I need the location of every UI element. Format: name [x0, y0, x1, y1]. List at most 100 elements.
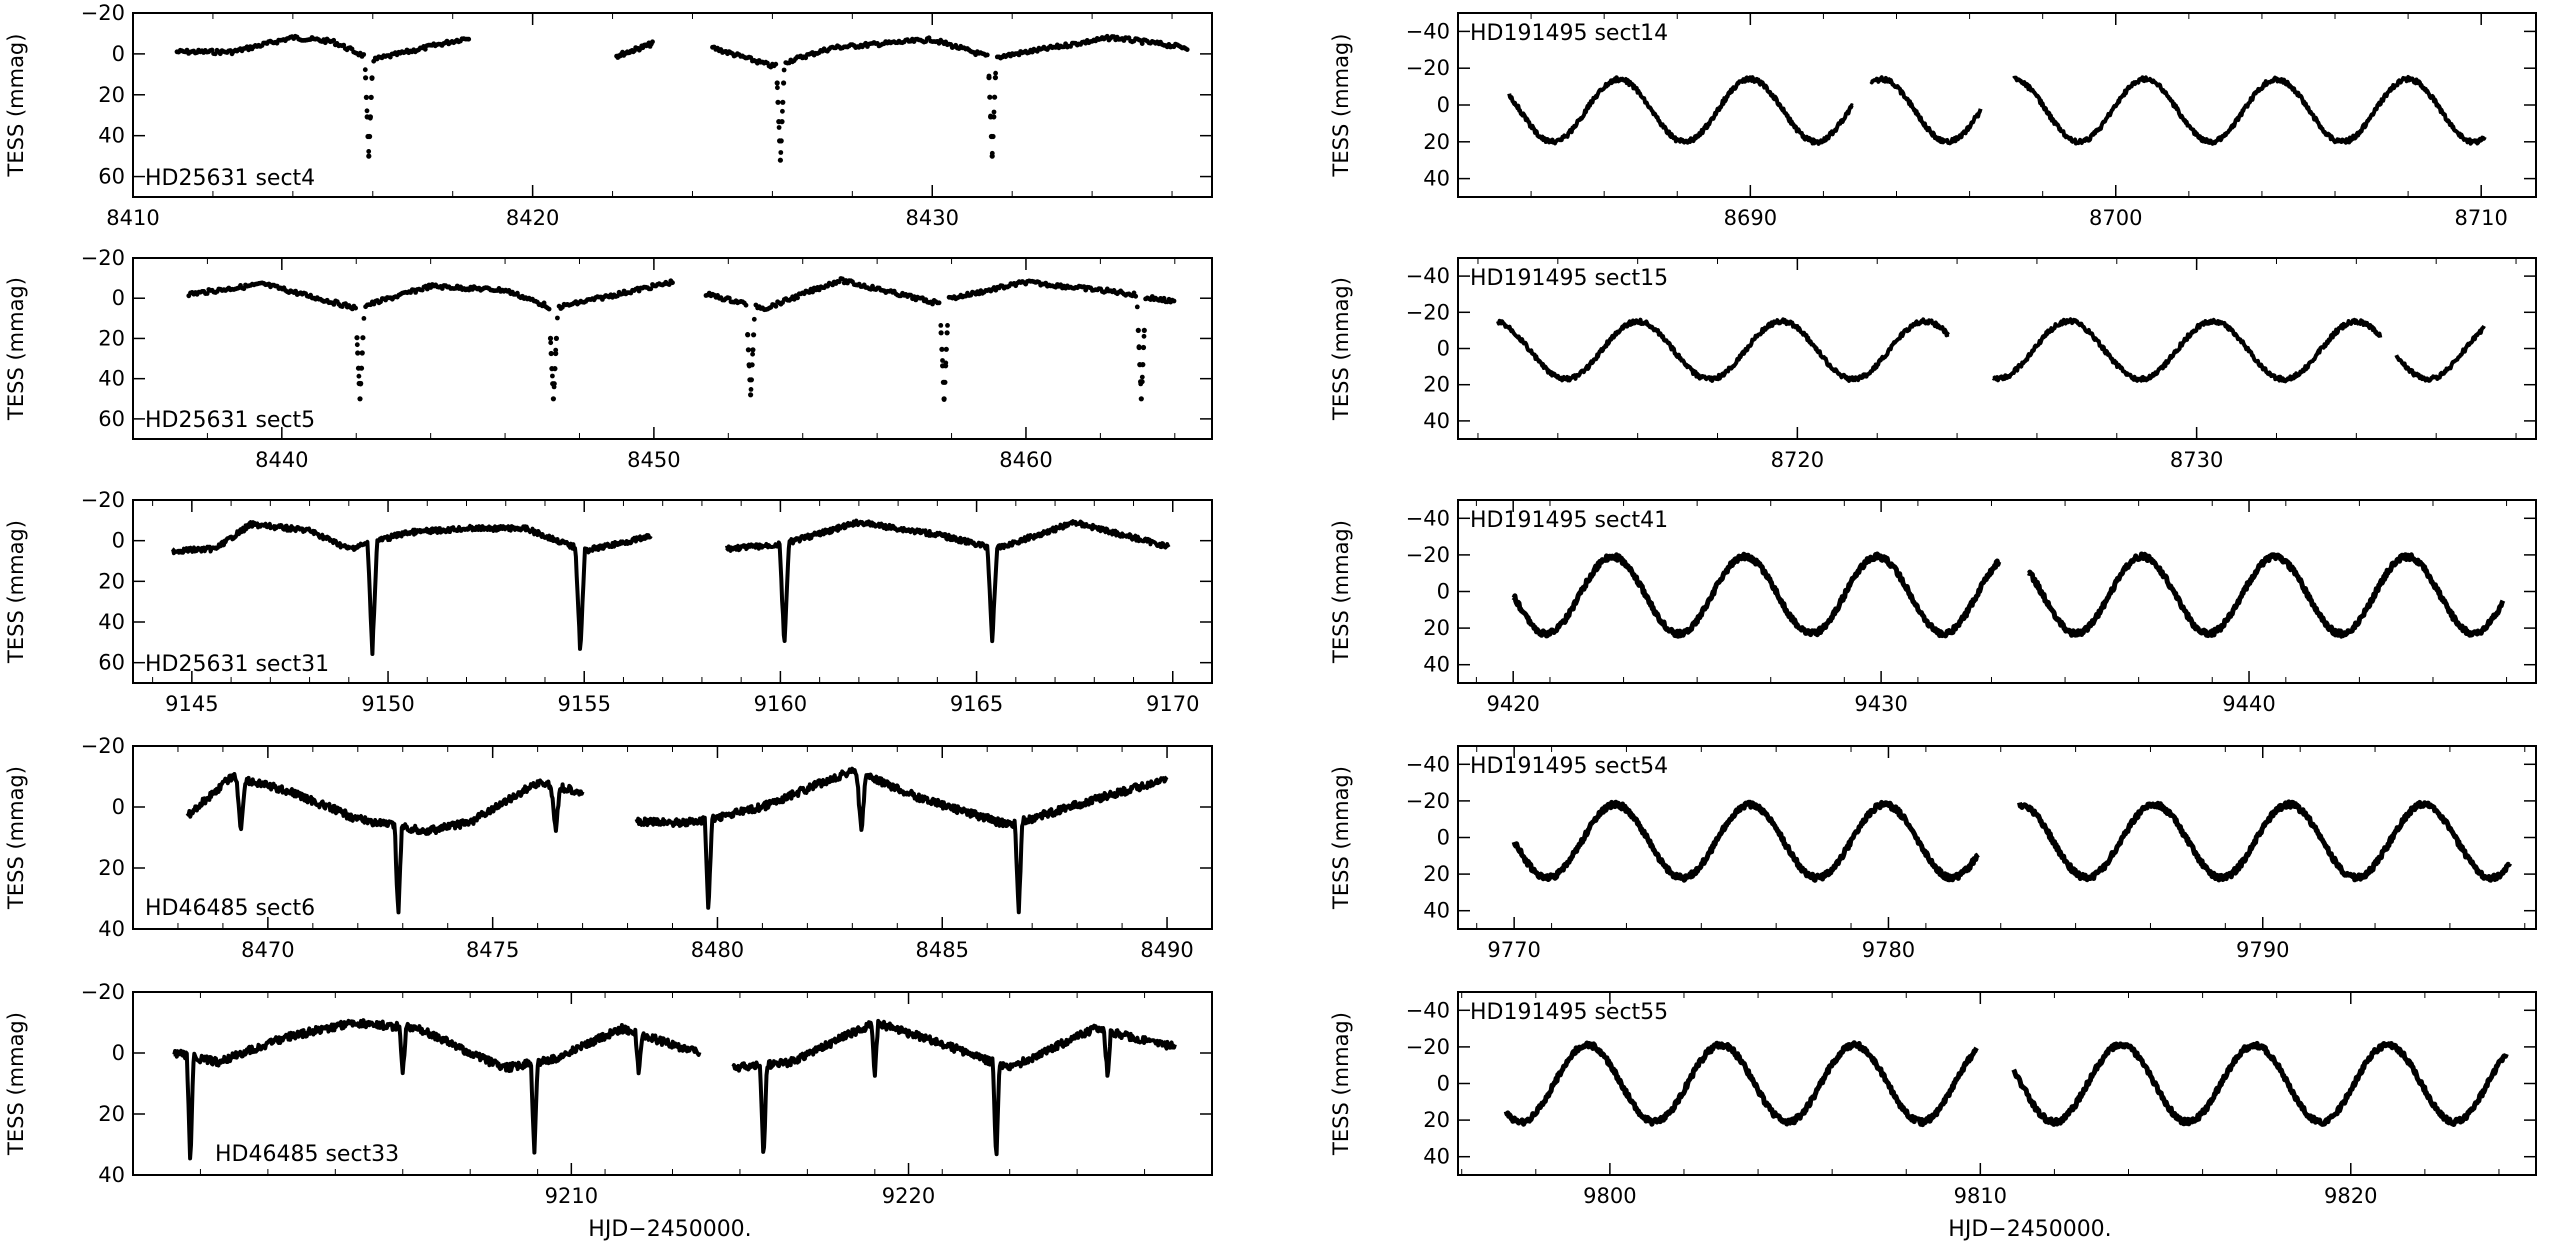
- light-curve-segment: [2394, 324, 2486, 383]
- eclipse-point: [986, 75, 992, 81]
- eclipse-point: [774, 80, 780, 86]
- y-tick-label: 0: [112, 42, 125, 66]
- y-tick-label: 40: [1423, 409, 1450, 433]
- light-curve-segment: [1511, 799, 1980, 883]
- x-tick-label: 8710: [2454, 206, 2507, 230]
- y-tick-label: 40: [1423, 167, 1450, 191]
- x-tick-label: 8440: [255, 448, 308, 472]
- data-point: [555, 315, 560, 321]
- eclipse-point: [1139, 379, 1145, 385]
- y-axis-label: TESS (mmag): [1329, 34, 1353, 178]
- data-point: [1171, 298, 1177, 304]
- y-tick-label: −20: [1406, 56, 1450, 80]
- light-curve-segment: [634, 766, 1169, 915]
- y-tick-label: 20: [98, 326, 125, 350]
- panel-title: HD191495 sect55: [1470, 1000, 1668, 1025]
- y-tick-label: −40: [1406, 264, 1450, 288]
- panel-10: 9800 9810 9820 −40 −20 0 20 40 TESS (mmag) HD1914…: [1329, 991, 2537, 1208]
- x-tick-label: 9800: [1583, 1184, 1636, 1208]
- data-point: [1139, 374, 1145, 380]
- light-curve-segment: [2012, 75, 2487, 146]
- light-curve-segment: [1511, 551, 2002, 639]
- x-tick-label: 9145: [165, 692, 218, 716]
- data-point: [366, 149, 372, 154]
- panel-title: HD191495 sect54: [1470, 754, 1668, 779]
- y-tick-label: −20: [1406, 1035, 1450, 1059]
- eclipse-point: [553, 350, 559, 357]
- eclipse-point: [748, 377, 755, 383]
- x-tick-label: 8430: [906, 206, 959, 230]
- data-point: [776, 125, 782, 130]
- x-tick-label: 8730: [2170, 448, 2223, 472]
- eclipse-point: [1140, 362, 1146, 368]
- y-tick-label: −20: [1406, 543, 1450, 567]
- light-curve-segment: [2011, 1040, 2509, 1127]
- eclipse-point: [989, 153, 995, 159]
- eclipse-point: [781, 80, 787, 86]
- y-tick-label: 20: [1423, 1108, 1450, 1132]
- panel-4: 8470 8475 8480 8485 8490 −20 0 20 40 TESS (mmag) H…: [4, 734, 1213, 962]
- x-tick-label: 9820: [2324, 1184, 2377, 1208]
- data-point: [773, 303, 779, 309]
- eclipse-point: [367, 114, 373, 120]
- eclipse-point: [943, 346, 949, 352]
- eclipse-point: [780, 99, 786, 105]
- x-tick-label: 8450: [627, 448, 680, 472]
- y-tick-label: −20: [81, 246, 125, 270]
- data-point: [548, 340, 554, 346]
- panel-title: HD25631 sect4: [145, 166, 315, 191]
- light-curve-segment: [724, 518, 1171, 644]
- light-curve-segment: [1869, 75, 1983, 146]
- x-tick-label: 8490: [1140, 938, 1193, 962]
- data-point: [991, 109, 997, 115]
- y-tick-label: 20: [1423, 373, 1450, 397]
- eclipse-point: [775, 99, 781, 105]
- y-tick-label: 0: [112, 1041, 125, 1065]
- data-point: [648, 286, 654, 292]
- data-point: [466, 36, 472, 42]
- data-point: [1184, 47, 1190, 52]
- data-point: [751, 316, 757, 322]
- y-axis-label: TESS (mmag): [1329, 766, 1353, 910]
- x-tick-label: 9165: [950, 692, 1003, 716]
- data-point: [743, 302, 749, 308]
- y-tick-label: 0: [1437, 580, 1450, 604]
- panel-9: 9770 9780 9790 −40 −20 0 20 40 TESS (mmag) HD1914…: [1329, 745, 2537, 962]
- eclipse-point: [363, 94, 369, 100]
- eclipse-point: [944, 330, 950, 336]
- y-tick-label: 60: [98, 165, 125, 189]
- data-point: [364, 108, 370, 114]
- panel-3: 9145 9150 9155 9160 9165 9170 −20 0 20 40 60 TESS (…: [4, 488, 1213, 716]
- eclipse-point: [745, 332, 751, 338]
- eclipse-point: [355, 350, 361, 356]
- data-point: [361, 316, 367, 321]
- x-tick-label: 9170: [1146, 692, 1199, 716]
- data-point: [241, 286, 247, 292]
- data-point: [936, 300, 942, 306]
- y-tick-label: 20: [1423, 130, 1450, 154]
- eclipse-point: [938, 330, 944, 336]
- x-tick-label: 9220: [882, 1184, 935, 1208]
- data-point: [726, 295, 732, 301]
- x-tick-label: 8690: [1724, 206, 1777, 230]
- x-tick-label: 8700: [2089, 206, 2142, 230]
- panel-5: 9210 9220 −20 0 20 40 TESS (mmag) HD46485 sect3…: [4, 980, 1213, 1208]
- eclipse-point: [748, 392, 754, 398]
- data-point: [780, 108, 785, 114]
- eclipse-point: [939, 346, 945, 352]
- y-tick-label: 20: [98, 856, 125, 880]
- y-tick-label: 20: [98, 569, 125, 593]
- light-curve-segment: [2017, 799, 2513, 883]
- data-point: [361, 52, 367, 57]
- eclipse-point: [943, 363, 949, 369]
- data-point: [781, 67, 787, 73]
- data-point: [362, 67, 368, 73]
- x-tick-label: 9770: [1487, 938, 1540, 962]
- y-tick-label: 40: [98, 124, 125, 148]
- light-curve-segment: [1503, 1040, 1979, 1128]
- eclipse-point: [357, 396, 363, 402]
- y-tick-label: 20: [98, 1102, 125, 1126]
- y-tick-label: 40: [98, 917, 125, 941]
- x-tick-label: 9440: [2222, 692, 2275, 716]
- eclipse-point: [354, 335, 360, 341]
